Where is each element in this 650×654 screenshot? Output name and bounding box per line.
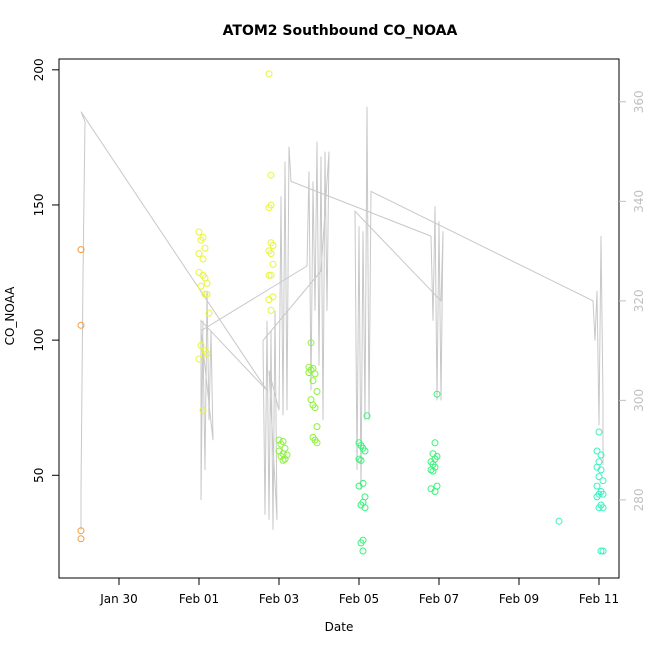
y-tick-label: 150 [32,194,46,217]
data-point [277,440,285,448]
data-point [197,236,205,244]
data-point [205,309,213,317]
data-point [433,390,441,398]
data-point [359,547,367,555]
y-tick-label: 100 [32,329,46,352]
data-point [77,246,85,254]
data-point [199,255,207,263]
y2-tick-label: 280 [632,488,646,511]
data-point [77,527,85,535]
data-point [311,370,319,378]
data-point [597,451,605,459]
data-point [269,260,277,268]
data-point [77,535,85,543]
data-point [597,466,605,474]
data-point [363,412,371,420]
data-point [265,296,273,304]
data-point [265,70,273,78]
data-point [265,204,273,212]
axes-layer: Jan 30 Feb 01 Feb 03 Feb 05 Feb 07 Feb 09 Feb … [32,58,646,606]
data-point [195,228,203,236]
data-point [313,439,321,447]
data-point [429,467,437,475]
y-tick-label: 50 [32,468,46,483]
data-point [279,456,287,464]
x-axis-label: Date [325,620,354,634]
x-tick-label: Jan 30 [99,592,138,606]
y-axis-label: CO_NOAA [3,286,17,346]
x-tick-label: Feb 11 [579,592,619,606]
data-point [203,350,211,358]
plot-frame [58,58,620,579]
y2-tick-label: 300 [632,389,646,412]
right-axis-line-series [80,106,604,530]
data-point [311,404,319,412]
data-point [431,439,439,447]
x-tick-label: Feb 03 [259,592,299,606]
x-tick-label: Feb 01 [179,592,219,606]
data-point [265,271,273,279]
data-point [197,282,205,290]
data-point [269,242,277,249]
data-point [355,455,363,463]
data-point [593,493,601,501]
data-point [595,504,603,512]
y-tick-label: 200 [32,58,46,81]
data-point [595,428,603,436]
data-point [355,482,363,490]
y2-tick-label: 340 [632,190,646,213]
data-point [281,455,289,463]
data-point [307,339,315,347]
data-point [201,244,209,252]
data-point [199,406,207,414]
data-point [361,447,369,455]
data-point [361,504,369,512]
data-point [427,466,435,474]
data-point [597,547,605,555]
y2-tick-label: 360 [632,90,646,113]
data-point [201,290,209,298]
data-point [267,250,275,258]
data-point [77,321,85,329]
data-point [203,290,211,298]
data-point [431,488,439,495]
line-series-layer [80,106,604,530]
data-point [555,517,563,525]
data-point [357,456,365,464]
data-point [599,504,607,512]
data-point [195,250,203,258]
data-point [197,342,205,349]
chart-title: ATOM2 Southbound CO_NOAA [223,23,458,39]
data-point [599,477,607,485]
data-point [593,482,601,490]
data-point [267,171,275,179]
data-point [599,490,607,498]
x-tick-label: Feb 09 [499,592,539,606]
data-point [595,473,603,481]
data-point [309,377,317,385]
x-tick-label: Feb 05 [339,592,379,606]
points-layer [77,70,607,555]
data-point [275,436,283,444]
y2-tick-label: 320 [632,289,646,312]
data-point [599,547,607,555]
data-point [267,271,275,279]
data-point [593,447,601,455]
data-point [195,355,203,363]
data-point [313,423,321,431]
x-tick-label: Feb 07 [419,592,459,606]
data-point [267,306,275,314]
data-point [313,388,321,395]
data-point [357,539,365,547]
data-point [203,279,211,287]
